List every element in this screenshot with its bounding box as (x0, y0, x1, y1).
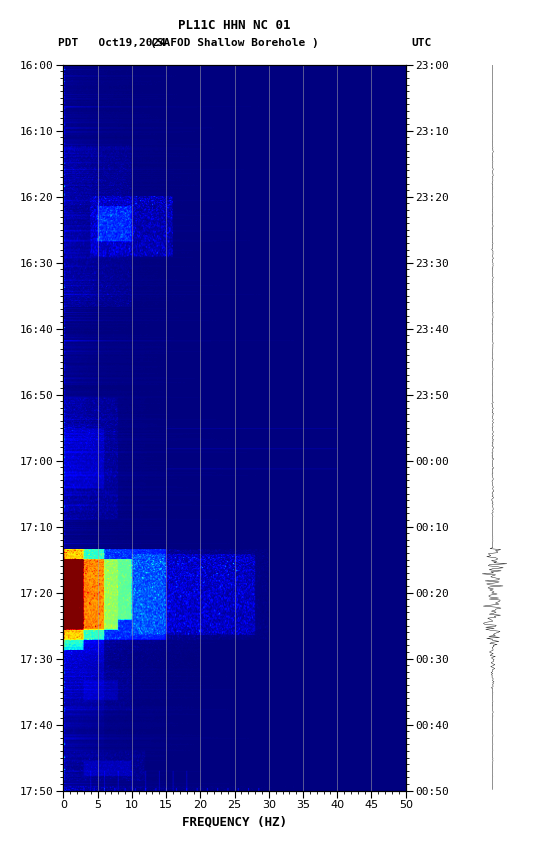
Text: (SAFOD Shallow Borehole ): (SAFOD Shallow Borehole ) (150, 37, 319, 48)
Text: PL11C HHN NC 01: PL11C HHN NC 01 (178, 19, 291, 32)
X-axis label: FREQUENCY (HZ): FREQUENCY (HZ) (182, 816, 287, 829)
Text: PDT   Oct19,2024: PDT Oct19,2024 (58, 37, 166, 48)
Text: UTC: UTC (411, 37, 432, 48)
